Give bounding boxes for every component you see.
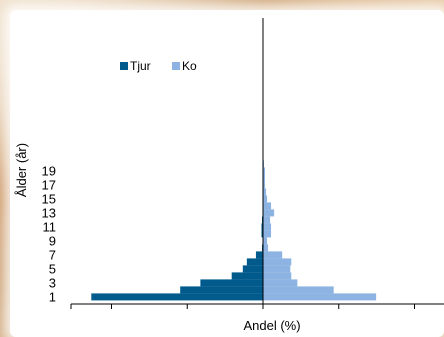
x-axis-label: Andel (%)	[243, 318, 300, 333]
y-tick-label: 7	[49, 247, 56, 262]
y-tick-label: 1	[49, 289, 56, 304]
bar-ko-age-13	[263, 209, 275, 217]
bar-ko-age-3	[263, 279, 298, 287]
bar-tjur-age-2	[180, 286, 263, 294]
bar-ko-age-5	[263, 265, 291, 273]
bar-ko-age-7	[263, 251, 283, 259]
bar-ko-age-2	[263, 286, 334, 294]
y-tick-label: 5	[49, 261, 56, 276]
bar-tjur-age-10	[261, 230, 263, 238]
bar-ko-age-9	[263, 237, 268, 245]
bar-ko-age-12	[263, 216, 271, 224]
bar-tjur-age-8	[261, 244, 263, 252]
y-tick-label: 19	[42, 163, 56, 178]
y-tick-label: 9	[49, 233, 56, 248]
bar-tjur-age-3	[200, 279, 263, 287]
bar-ko-age-18	[263, 174, 266, 182]
bars-layer	[91, 160, 377, 301]
bar-tjur-age-1	[91, 293, 263, 301]
y-tick-label: 11	[43, 219, 57, 234]
legend-swatch-tjur	[120, 62, 128, 70]
y-tick-label: 13	[42, 205, 56, 220]
bar-ko-age-16	[263, 188, 267, 196]
legend-label-ko: Ko	[182, 59, 197, 73]
y-tick-label: 15	[42, 191, 56, 206]
bar-ko-age-1	[263, 293, 377, 301]
y-axis-label: Ålder (år)	[14, 143, 29, 197]
bar-tjur-age-6	[246, 258, 263, 266]
bar-ko-age-17	[263, 181, 266, 189]
bar-ko-age-11	[263, 223, 272, 231]
bar-ko-age-6	[263, 258, 292, 266]
legend-label-tjur: Tjur	[130, 59, 151, 73]
bar-ko-age-19	[263, 167, 266, 175]
bar-ko-age-15	[263, 195, 268, 203]
legend: Tjur Ko	[120, 59, 197, 73]
bar-ko-age-8	[263, 244, 269, 252]
bar-tjur-age-4	[231, 272, 263, 280]
bar-ko-age-20	[263, 160, 265, 168]
bar-ko-age-4	[263, 272, 292, 280]
bar-tjur-age-11	[261, 223, 263, 231]
legend-swatch-ko	[172, 62, 180, 70]
bar-ko-age-14	[263, 202, 272, 210]
bar-tjur-age-7	[255, 251, 263, 259]
y-tick-label: 3	[49, 275, 56, 290]
y-tick-label: 17	[42, 177, 56, 192]
bar-ko-age-10	[263, 230, 272, 238]
bar-tjur-age-12	[261, 216, 263, 224]
bar-tjur-age-5	[242, 265, 263, 273]
